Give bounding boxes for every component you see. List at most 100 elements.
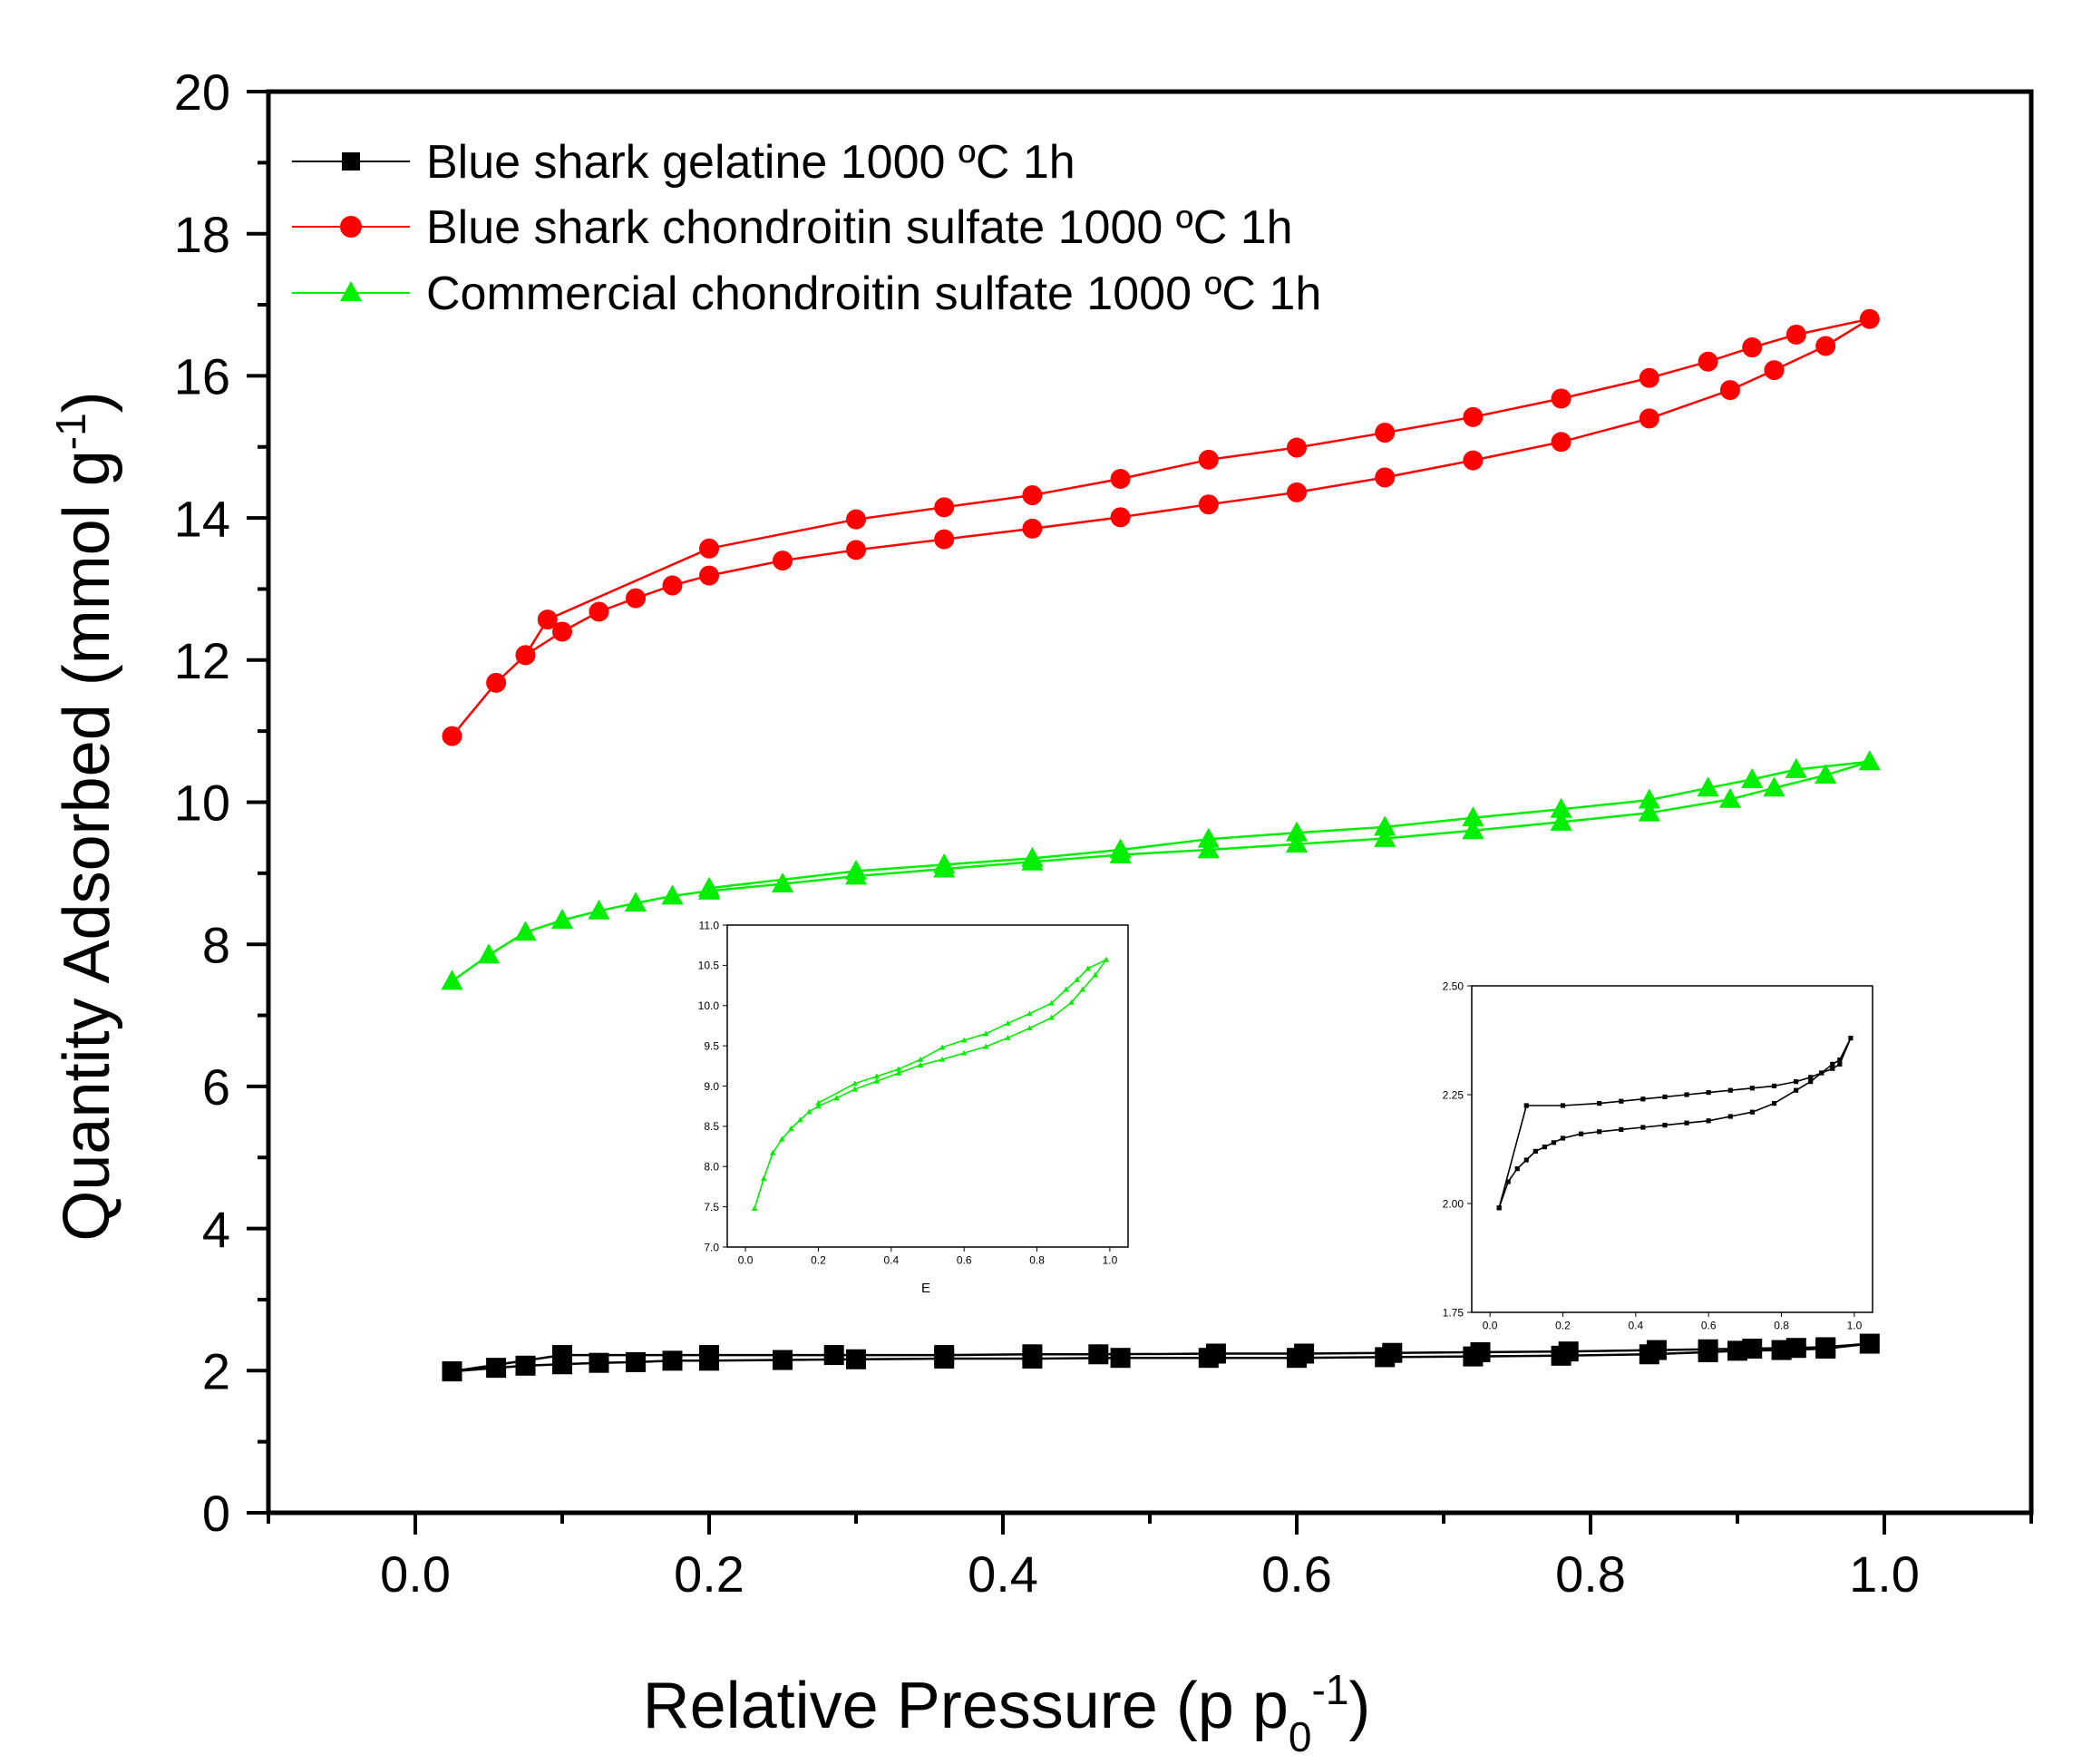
data-point bbox=[1646, 1340, 1667, 1360]
legend-marker-square bbox=[342, 152, 360, 171]
data-point bbox=[1048, 1014, 1055, 1020]
x-tick-label: 0.0 bbox=[380, 1545, 451, 1603]
data-point bbox=[1684, 1120, 1689, 1126]
legend: Blue shark gelatine 1000 ºC 1h Blue shar… bbox=[292, 136, 1321, 320]
x-tick-label: 1.0 bbox=[1847, 1320, 1863, 1332]
data-point bbox=[1684, 1092, 1689, 1097]
data-point bbox=[851, 1086, 858, 1092]
data-point bbox=[1005, 1034, 1011, 1040]
data-point bbox=[589, 601, 609, 622]
main-x-axis: 0.0 0.2 0.4 0.6 0.8 1.0 bbox=[267, 1513, 2033, 1603]
data-point bbox=[934, 529, 955, 550]
data-point bbox=[699, 1345, 719, 1366]
x-tick-label: 1.0 bbox=[1849, 1545, 1920, 1603]
data-point bbox=[873, 1073, 881, 1079]
data-point bbox=[1640, 1096, 1646, 1102]
data-point bbox=[1638, 801, 1660, 822]
data-point bbox=[934, 1345, 955, 1366]
data-point bbox=[769, 1149, 776, 1155]
y-tick-label: 7.5 bbox=[704, 1201, 719, 1213]
y-tick-label: 11.0 bbox=[699, 919, 720, 931]
data-point bbox=[1079, 986, 1086, 992]
x-tick-label: 0.4 bbox=[883, 1254, 899, 1267]
data-point bbox=[1815, 1337, 1836, 1358]
main-chart: 0 2 4 6 8 10 12 14 16 18 20 0.0 0.2 0.4 0.6 0.8 1.0 Rel… bbox=[47, 63, 2034, 1760]
data-point bbox=[1662, 1094, 1668, 1099]
inset-gelatine-frame bbox=[1471, 985, 1873, 1313]
data-point bbox=[1110, 469, 1131, 490]
y-tick-label: 16 bbox=[174, 348, 230, 405]
data-point bbox=[1830, 1061, 1835, 1067]
inset-commercial-frame bbox=[726, 924, 1129, 1248]
data-point bbox=[1110, 1348, 1131, 1369]
data-point bbox=[797, 1116, 803, 1123]
data-point bbox=[1374, 815, 1396, 836]
x-tick-label: 0.0 bbox=[1483, 1320, 1498, 1332]
data-point bbox=[851, 1080, 858, 1087]
data-point bbox=[1198, 494, 1219, 515]
data-point bbox=[1662, 1123, 1668, 1128]
data-point bbox=[760, 1175, 767, 1182]
inset-gelatine-x-axis: 0.0 0.2 0.4 0.6 0.8 1.0 bbox=[1483, 1312, 1863, 1332]
data-point bbox=[486, 1358, 507, 1379]
data-point bbox=[823, 1345, 844, 1366]
data-point bbox=[550, 909, 574, 929]
data-point bbox=[1727, 1114, 1733, 1119]
data-point bbox=[873, 1077, 881, 1084]
data-point bbox=[1597, 1101, 1602, 1106]
x-axis-label: Relative Pressure (p p0-1) bbox=[643, 1666, 1371, 1760]
data-point bbox=[939, 1056, 946, 1062]
data-point bbox=[1205, 1343, 1226, 1364]
data-point bbox=[1197, 827, 1220, 848]
legend-entry-blue-shark-chondroitin: Blue shark chondroitin sulfate 1000 ºC 1… bbox=[292, 201, 1293, 254]
data-point bbox=[1859, 308, 1880, 329]
data-point bbox=[1551, 432, 1571, 453]
data-point bbox=[1109, 838, 1132, 859]
data-point bbox=[1837, 1061, 1843, 1067]
data-point bbox=[778, 1135, 785, 1142]
data-point bbox=[514, 921, 537, 941]
data-point bbox=[846, 1349, 866, 1369]
y-tick-label: 2.50 bbox=[1443, 979, 1464, 992]
data-point bbox=[1198, 449, 1219, 470]
data-point bbox=[1638, 788, 1660, 809]
data-point bbox=[1794, 1087, 1799, 1093]
y-tick-label: 10.5 bbox=[698, 960, 720, 972]
data-point bbox=[1294, 1343, 1315, 1364]
data-point bbox=[1523, 1103, 1529, 1108]
data-point bbox=[1551, 1140, 1557, 1145]
data-point bbox=[1698, 1339, 1718, 1360]
data-point bbox=[1533, 1148, 1538, 1154]
data-point bbox=[1550, 797, 1572, 818]
y-tick-label: 7.0 bbox=[704, 1241, 719, 1253]
data-point bbox=[1285, 821, 1309, 842]
data-point bbox=[815, 1099, 822, 1106]
data-point bbox=[1022, 1344, 1043, 1365]
data-point bbox=[1523, 1157, 1529, 1163]
data-point bbox=[934, 497, 955, 518]
data-point bbox=[662, 575, 683, 596]
legend-label-commercial-chondroitin: Commercial chondroitin sulfate 1000 ºC 1… bbox=[426, 268, 1321, 320]
data-point bbox=[1578, 1131, 1584, 1136]
main-series-layer bbox=[441, 308, 1881, 1382]
data-point bbox=[537, 609, 558, 630]
data-point bbox=[1639, 408, 1659, 429]
data-point bbox=[844, 859, 868, 880]
data-point bbox=[1560, 1103, 1566, 1108]
data-point bbox=[1287, 482, 1307, 502]
data-point bbox=[1727, 1087, 1733, 1093]
x-tick-label: 0.2 bbox=[811, 1254, 826, 1267]
legend-marker-triangle bbox=[340, 281, 362, 301]
data-point bbox=[1550, 810, 1572, 831]
data-point bbox=[1088, 1344, 1109, 1365]
data-point bbox=[624, 892, 647, 912]
data-point bbox=[1514, 1166, 1520, 1172]
data-point bbox=[552, 621, 572, 642]
data-point bbox=[626, 1351, 646, 1372]
legend-label-gelatine: Blue shark gelatine 1000 ºC 1h bbox=[426, 136, 1075, 189]
data-point bbox=[1382, 1342, 1403, 1363]
data-point bbox=[588, 899, 610, 920]
data-point bbox=[895, 1069, 902, 1076]
